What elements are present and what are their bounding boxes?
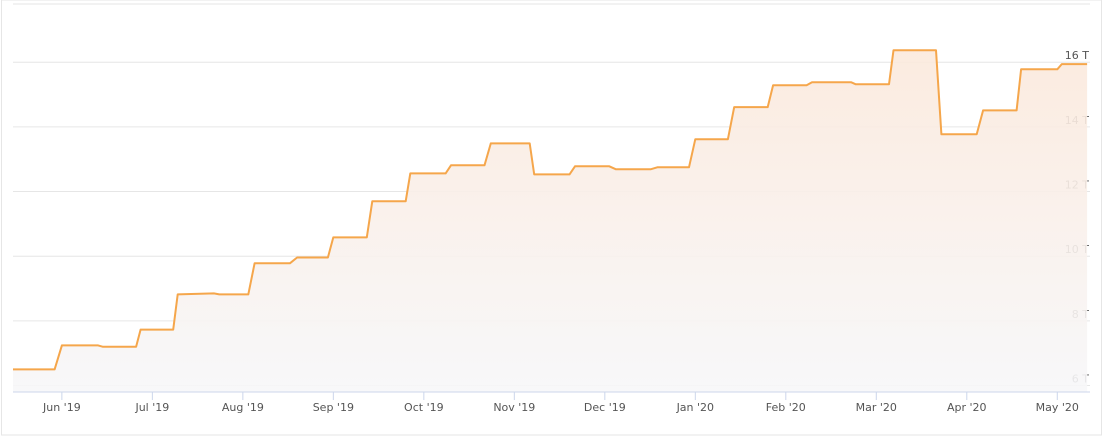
x-tick-label: Jan '20 [676, 401, 714, 414]
x-tick-label: Oct '19 [404, 401, 444, 414]
x-tick-label: Feb '20 [766, 401, 806, 414]
x-tick-label: Dec '19 [584, 401, 626, 414]
x-tick-label: Sep '19 [313, 401, 354, 414]
x-tick-label: Jul '19 [134, 401, 169, 414]
x-tick-label: Jun '19 [42, 401, 81, 414]
x-tick-label: Nov '19 [493, 401, 535, 414]
x-tick-label: May '20 [1036, 401, 1079, 414]
area-fill [13, 50, 1088, 392]
x-tick-label: Aug '19 [222, 401, 264, 414]
x-tick-label: Mar '20 [856, 401, 897, 414]
line [13, 49, 1088, 371]
x-tick-label: Apr '20 [947, 401, 987, 414]
y-tick-label: 16 T [1065, 49, 1089, 62]
